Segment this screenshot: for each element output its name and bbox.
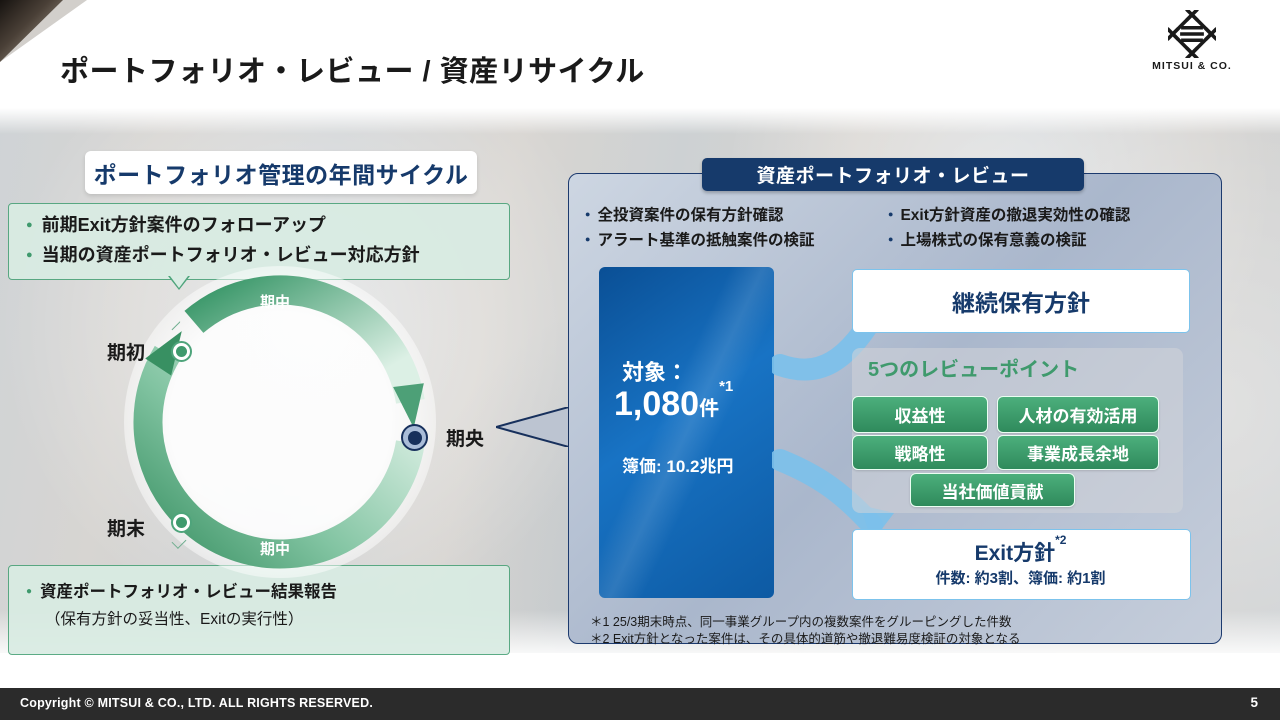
svg-text:期中: 期中: [260, 541, 290, 558]
svg-text:期中: 期中: [260, 294, 290, 311]
